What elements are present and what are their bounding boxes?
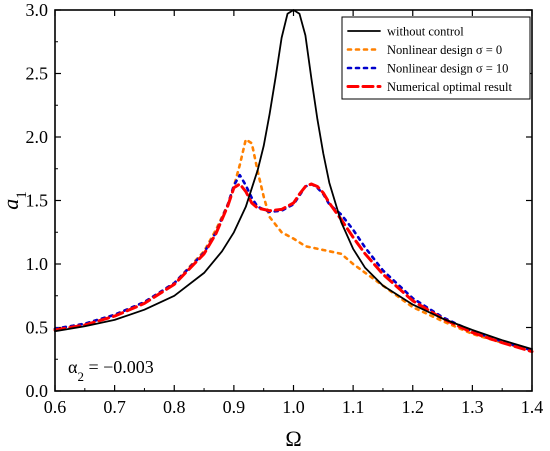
x-axis-label: Ω: [285, 426, 301, 451]
legend-label-0: without control: [387, 25, 464, 39]
x-tick-label: 0.7: [103, 397, 126, 417]
axis-ticks: 0.6 0.7 0.8 0.9 1.0 1.1 1.2 1.3 1.4 0.0 0.5 1.0 1.5 2…: [26, 0, 544, 417]
legend-label-1: Nonlinear design σ = 0: [387, 43, 502, 57]
alpha-annotation-symbol: α: [68, 357, 78, 377]
y-tick-label: 1.0: [26, 254, 49, 274]
y-axis-label-main: a: [0, 199, 23, 210]
y-tick-label: 0.5: [26, 318, 49, 338]
y-tick-label: 3.0: [26, 0, 49, 20]
alpha-annotation-subscript: 2: [77, 369, 84, 384]
y-tick-label: 2.5: [26, 64, 49, 84]
y-tick-label: 2.0: [26, 127, 49, 147]
alpha-annotation-value: = −0.003: [84, 357, 154, 377]
x-tick-label: 1.2: [402, 397, 425, 417]
x-tick-label: 1.4: [521, 397, 544, 417]
series-line-3: [53, 182, 534, 354]
series-line-1: [53, 138, 534, 352]
x-tick-label: 0.9: [223, 397, 246, 417]
x-tick-label: 1.1: [342, 397, 365, 417]
y-axis-label: a1: [0, 191, 30, 210]
y-tick-label: 0.0: [26, 381, 49, 401]
x-tick-label: 1.3: [461, 397, 484, 417]
x-tick-label: 0.6: [44, 397, 67, 417]
legend-label-3: Numerical optimal result: [387, 80, 512, 94]
plot-frame: [54, 9, 533, 392]
legend-label-2: Nonlinear design σ = 10: [387, 62, 508, 76]
legend: without control Nonlinear design σ = 0 Non…: [341, 16, 531, 100]
y-axis-label-subscript: 1: [14, 191, 30, 199]
x-tick-label: 1.0: [282, 397, 305, 417]
y-tick-label: 1.5: [26, 191, 49, 211]
alpha-annotation: α2 = −0.003: [68, 357, 154, 384]
x-tick-label: 0.8: [163, 397, 186, 417]
